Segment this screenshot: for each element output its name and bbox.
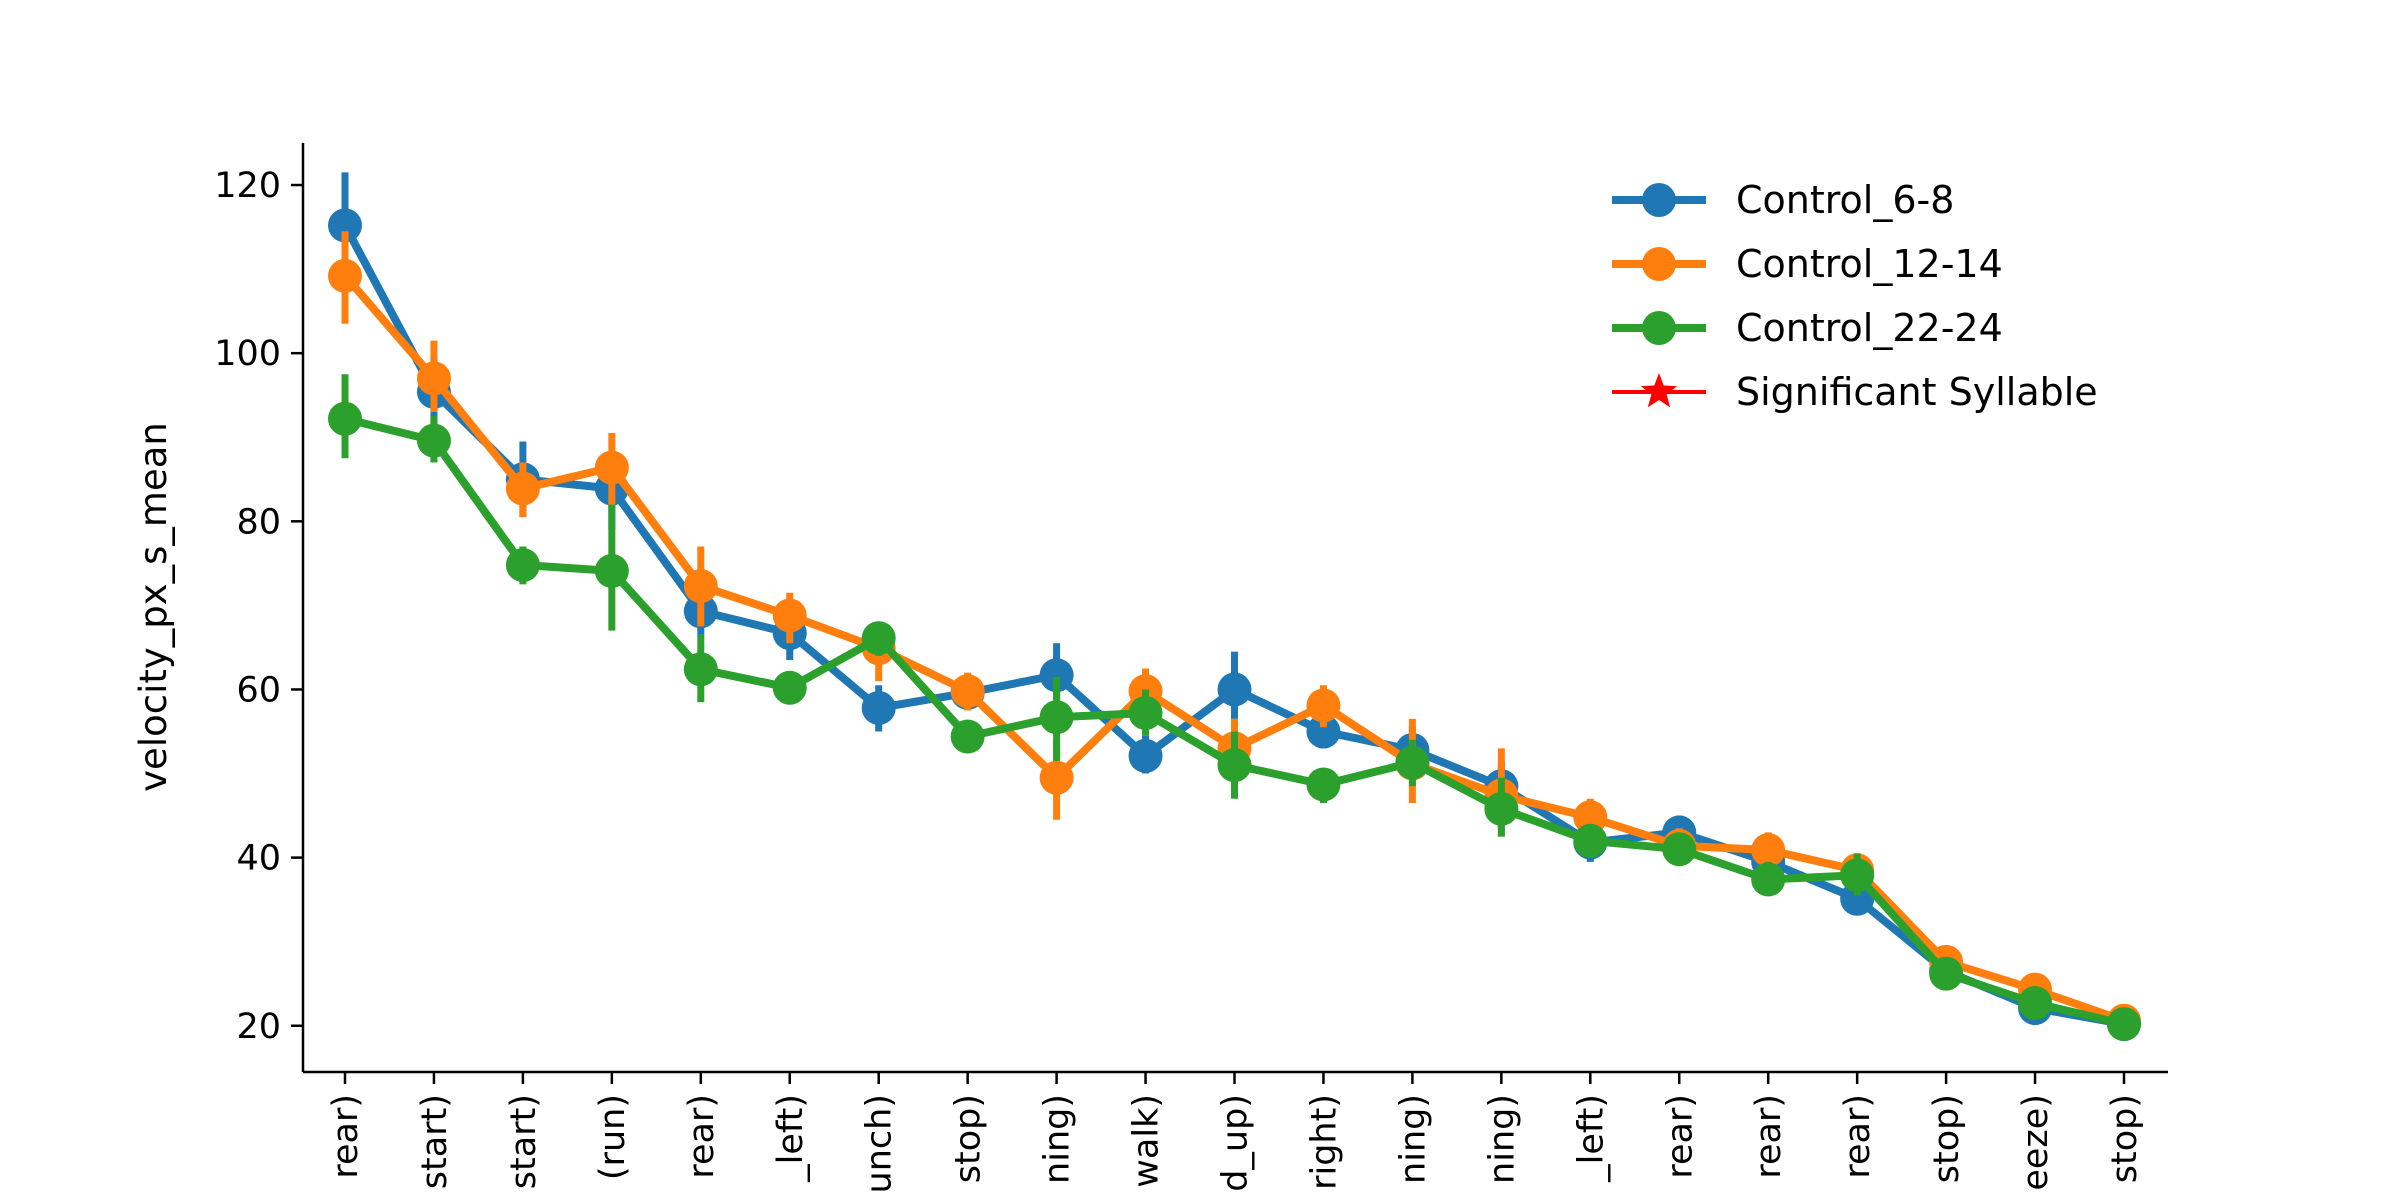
legend-marker — [1642, 247, 1676, 281]
data-point — [416, 423, 451, 458]
x-tick-label: d_up) — [1216, 1094, 1256, 1192]
x-tick-label: ning) — [1038, 1094, 1078, 1184]
data-point — [1217, 672, 1252, 707]
data-point — [772, 598, 807, 633]
y-tick-label: 40 — [236, 839, 281, 879]
data-point — [1751, 862, 1786, 897]
legend-label: Control_22-24 — [1736, 306, 2003, 350]
data-point — [1573, 800, 1608, 835]
x-tick-label: stop) — [949, 1094, 989, 1183]
data-point — [505, 548, 540, 583]
x-tick-label: _left) — [1571, 1094, 1611, 1183]
data-point — [505, 471, 540, 506]
y-axis-title: velocity_px_s_mean — [132, 422, 175, 792]
legend-label: Significant Syllable — [1736, 370, 2098, 414]
data-point — [328, 258, 362, 293]
y-tick-label: 60 — [236, 670, 281, 710]
legend-entry: Control_6-8 — [1612, 178, 1954, 222]
data-point — [594, 450, 629, 485]
star-icon — [1640, 373, 1678, 408]
x-tick-label: eeze) — [2016, 1094, 2056, 1191]
data-point — [861, 621, 896, 656]
data-point — [861, 690, 896, 725]
x-tick-label: rear) — [1660, 1094, 1700, 1179]
series-Control_22-24 — [328, 374, 2141, 1042]
series-layer — [328, 172, 2141, 1042]
series-Control_12-14 — [328, 231, 2141, 1038]
y-tick-label: 100 — [214, 334, 281, 374]
data-point — [416, 361, 451, 396]
x-tick-label: rear) — [1838, 1094, 1878, 1179]
y-tick-label: 20 — [236, 1007, 281, 1047]
x-tick-label: stop) — [1927, 1094, 1967, 1183]
data-point — [1039, 760, 1074, 795]
data-point — [950, 674, 985, 709]
legend-label: Control_12-14 — [1736, 242, 2003, 286]
series-Control_6-8 — [328, 172, 2141, 1042]
x-tick-label: ning) — [1482, 1094, 1522, 1184]
legend-entry: Control_12-14 — [1612, 242, 2003, 286]
data-point — [1217, 748, 1252, 783]
data-point — [1306, 714, 1341, 749]
y-axis: 20 40 60 80 100 120 — [214, 143, 305, 1072]
data-point — [1662, 832, 1697, 867]
data-point — [2018, 986, 2053, 1021]
y-tick-label: 120 — [214, 166, 281, 206]
legend: Control_6-8 Control_12-14 Control_22-24 Sig… — [1612, 178, 2098, 414]
data-point — [683, 652, 718, 687]
data-point — [1484, 791, 1519, 826]
data-point — [772, 670, 807, 705]
x-tick-label: rear) — [1749, 1094, 1789, 1179]
x-tick-label: start) — [415, 1094, 455, 1189]
x-tick-label: unch) — [860, 1094, 900, 1193]
legend-marker — [1642, 311, 1676, 345]
data-point — [1306, 688, 1341, 723]
legend-label: Control_6-8 — [1736, 178, 1954, 222]
x-tick-label: ning) — [1393, 1094, 1433, 1184]
x-tick-label: right) — [1304, 1094, 1344, 1190]
data-point — [683, 569, 718, 604]
data-point — [328, 208, 362, 243]
data-point — [2107, 1007, 2141, 1042]
x-tick-label: _left) — [771, 1094, 811, 1183]
data-point — [1039, 658, 1074, 693]
data-point — [1751, 833, 1786, 868]
x-tick-label: walk) — [1127, 1094, 1167, 1188]
data-point — [1128, 696, 1163, 731]
data-point — [950, 719, 985, 754]
data-point — [1395, 745, 1430, 780]
data-point — [328, 401, 362, 436]
data-point — [1306, 767, 1341, 802]
data-point — [1573, 823, 1608, 858]
x-tick-label: (run) — [593, 1094, 633, 1180]
x-tick-label: rear) — [326, 1094, 366, 1179]
x-tick-label: start) — [504, 1094, 544, 1189]
data-point — [1929, 956, 1964, 991]
x-tick-label: stop) — [2105, 1094, 2145, 1183]
x-tick-label: rear) — [682, 1094, 722, 1179]
data-point — [1039, 700, 1074, 735]
data-point — [1840, 858, 1875, 893]
legend-marker — [1642, 183, 1676, 217]
legend-entry: Control_22-24 — [1612, 306, 2003, 350]
data-point — [1128, 738, 1163, 773]
x-axis: rear) start) start) (run) rear) _left) unch) st… — [303, 1070, 2168, 1193]
y-tick-label: 80 — [236, 502, 281, 542]
data-point — [594, 553, 629, 588]
legend-entry: Significant Syllable — [1612, 370, 2098, 414]
